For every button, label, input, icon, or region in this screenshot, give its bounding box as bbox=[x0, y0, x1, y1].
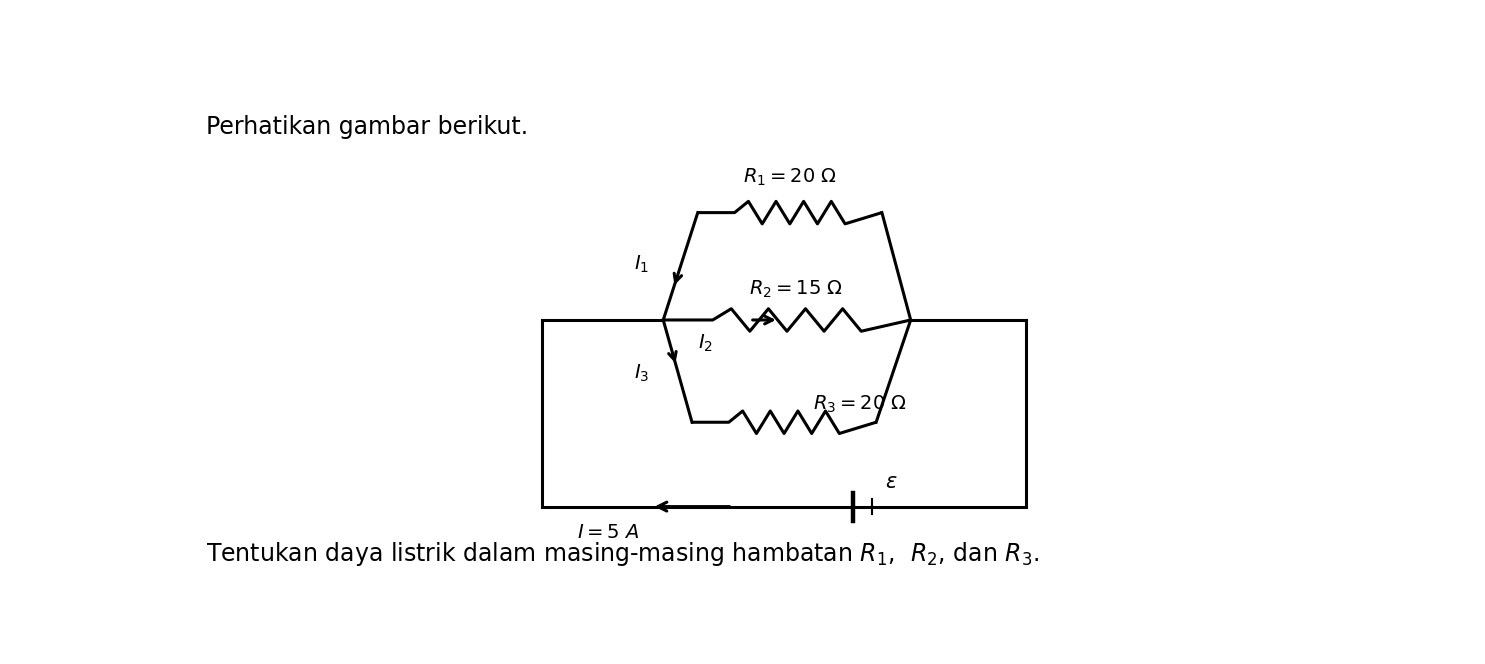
Text: Perhatikan gambar berikut.: Perhatikan gambar berikut. bbox=[206, 116, 529, 139]
Text: $\varepsilon$: $\varepsilon$ bbox=[885, 473, 898, 491]
Text: $R_3 = 20\ \Omega$: $R_3 = 20\ \Omega$ bbox=[812, 393, 907, 414]
Text: $I_1$: $I_1$ bbox=[634, 254, 649, 275]
Text: $I = 5\ A$: $I = 5\ A$ bbox=[576, 525, 640, 542]
Text: Tentukan daya listrik dalam masing-masing hambatan $R_1$,  $R_2$, dan $R_3$.: Tentukan daya listrik dalam masing-masin… bbox=[206, 540, 1040, 568]
Text: $I_3$: $I_3$ bbox=[634, 363, 649, 384]
Text: $R_1 = 20\ \Omega$: $R_1 = 20\ \Omega$ bbox=[742, 167, 838, 188]
Text: $I_2$: $I_2$ bbox=[698, 333, 713, 354]
Text: $R_2 = 15\ \Omega$: $R_2 = 15\ \Omega$ bbox=[748, 278, 843, 299]
